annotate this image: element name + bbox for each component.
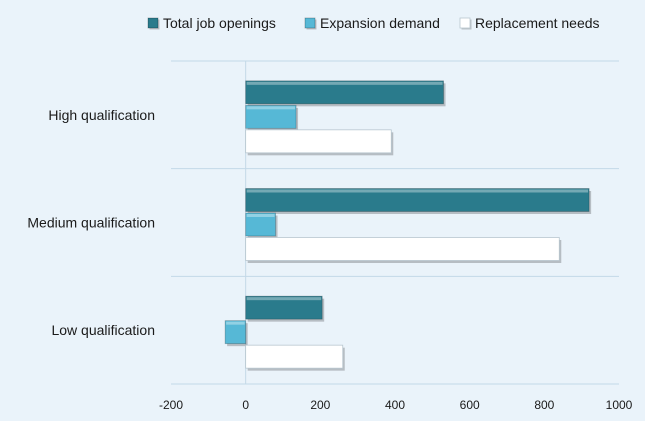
chart-legend: Total job openings Expansion demand Replac…: [147, 15, 600, 31]
bar-medium-qualification-expansion-demand: [245, 212, 278, 239]
bar: [245, 188, 590, 212]
x-tick-label: 800: [534, 398, 554, 412]
bar: [245, 295, 323, 320]
x-tick-label: 400: [385, 398, 405, 412]
x-tick-label: 600: [460, 398, 480, 412]
bar: [224, 320, 247, 345]
x-tick-label: 200: [310, 398, 330, 412]
x-tick-label: 1000: [606, 398, 633, 412]
bar-highlight: [246, 81, 443, 85]
bar-highlight: [226, 321, 245, 325]
bars-group: [224, 80, 592, 371]
bar-low-qualification-expansion-demand: [224, 320, 248, 347]
legend-label: Total job openings: [163, 15, 276, 31]
legend-item-total-job-openings: Total job openings: [147, 15, 276, 31]
legend-swatch: [304, 17, 316, 29]
x-tick-label: -200: [159, 398, 183, 412]
bar-low-qualification-total-job-openings: [245, 295, 325, 322]
legend-label: Expansion demand: [320, 15, 440, 31]
bar-medium-qualification-replacement-needs: [245, 237, 562, 263]
bar-high-qualification-total-job-openings: [245, 80, 446, 107]
bar-highlight: [246, 297, 322, 301]
bar-highlight: [246, 130, 391, 134]
bar-highlight: [246, 238, 559, 242]
category-label-medium-qualification: Medium qualification: [27, 215, 155, 231]
bar: [245, 129, 392, 154]
bar: [245, 344, 344, 369]
bar-highlight: [246, 346, 342, 350]
bar-medium-qualification-total-job-openings: [245, 188, 592, 214]
bar: [245, 237, 560, 261]
category-labels: High qualification Medium qualification Lo…: [27, 107, 155, 338]
bar: [245, 212, 276, 237]
bar-highlight: [246, 106, 296, 110]
category-label-high-qualification: High qualification: [48, 107, 155, 123]
bar-highlight: [246, 189, 589, 193]
x-tick-label: 0: [242, 398, 249, 412]
x-axis-ticks: -200 0 200 400 600 800 1000: [159, 398, 633, 412]
legend-item-expansion-demand: Expansion demand: [304, 15, 440, 31]
bar: [245, 80, 444, 105]
bar-high-qualification-replacement-needs: [245, 129, 394, 156]
bar-low-qualification-replacement-needs: [245, 344, 345, 371]
legend-item-replacement-needs: Replacement needs: [459, 15, 600, 31]
legend-swatch: [459, 17, 471, 29]
bar-highlight: [246, 214, 275, 217]
bar: [245, 104, 297, 129]
legend-label: Replacement needs: [475, 15, 600, 31]
legend-swatch: [147, 17, 159, 29]
category-label-low-qualification: Low qualification: [51, 322, 155, 338]
bar-high-qualification-expansion-demand: [245, 104, 299, 131]
